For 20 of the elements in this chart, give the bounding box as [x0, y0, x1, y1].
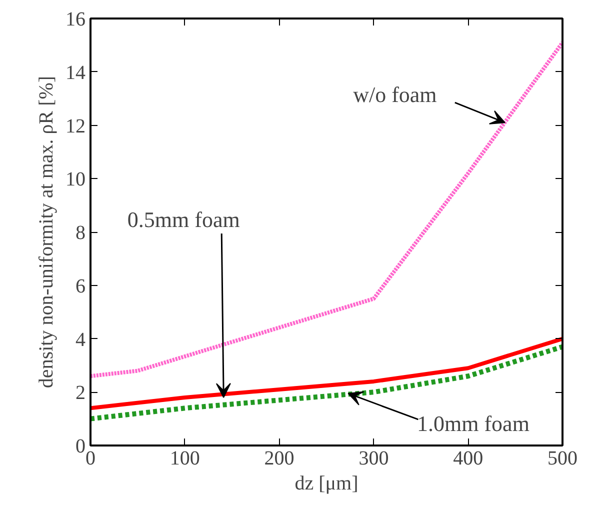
y-tick-label: 14: [66, 62, 86, 84]
annotation: 0.5mm foam: [127, 206, 240, 232]
line-series: [90, 40, 562, 378]
y-tick-label: 8: [76, 222, 86, 244]
line-series: [90, 336, 562, 410]
y-tick-label: 16: [66, 8, 86, 30]
y-axis-title: density non-uniformity at max. ρR [%]: [36, 76, 58, 388]
x-tick-label: 100: [170, 448, 200, 470]
x-axis-title: dz [μm]: [294, 472, 358, 494]
y-tick-label: 4: [76, 328, 86, 351]
x-tick-label: 400: [453, 448, 484, 470]
x-tick-label: 200: [264, 448, 294, 470]
x-tick-label: 300: [358, 448, 389, 470]
y-tick-label: 6: [76, 275, 86, 298]
annotation: 1.0mm foam: [417, 410, 530, 436]
y-tick-label: 10: [66, 168, 86, 191]
y-tick-label: 2: [76, 382, 86, 404]
y-tick-label: 12: [66, 115, 86, 138]
annotation: w/o foam: [353, 82, 437, 108]
x-tick-label: 500: [548, 448, 578, 470]
